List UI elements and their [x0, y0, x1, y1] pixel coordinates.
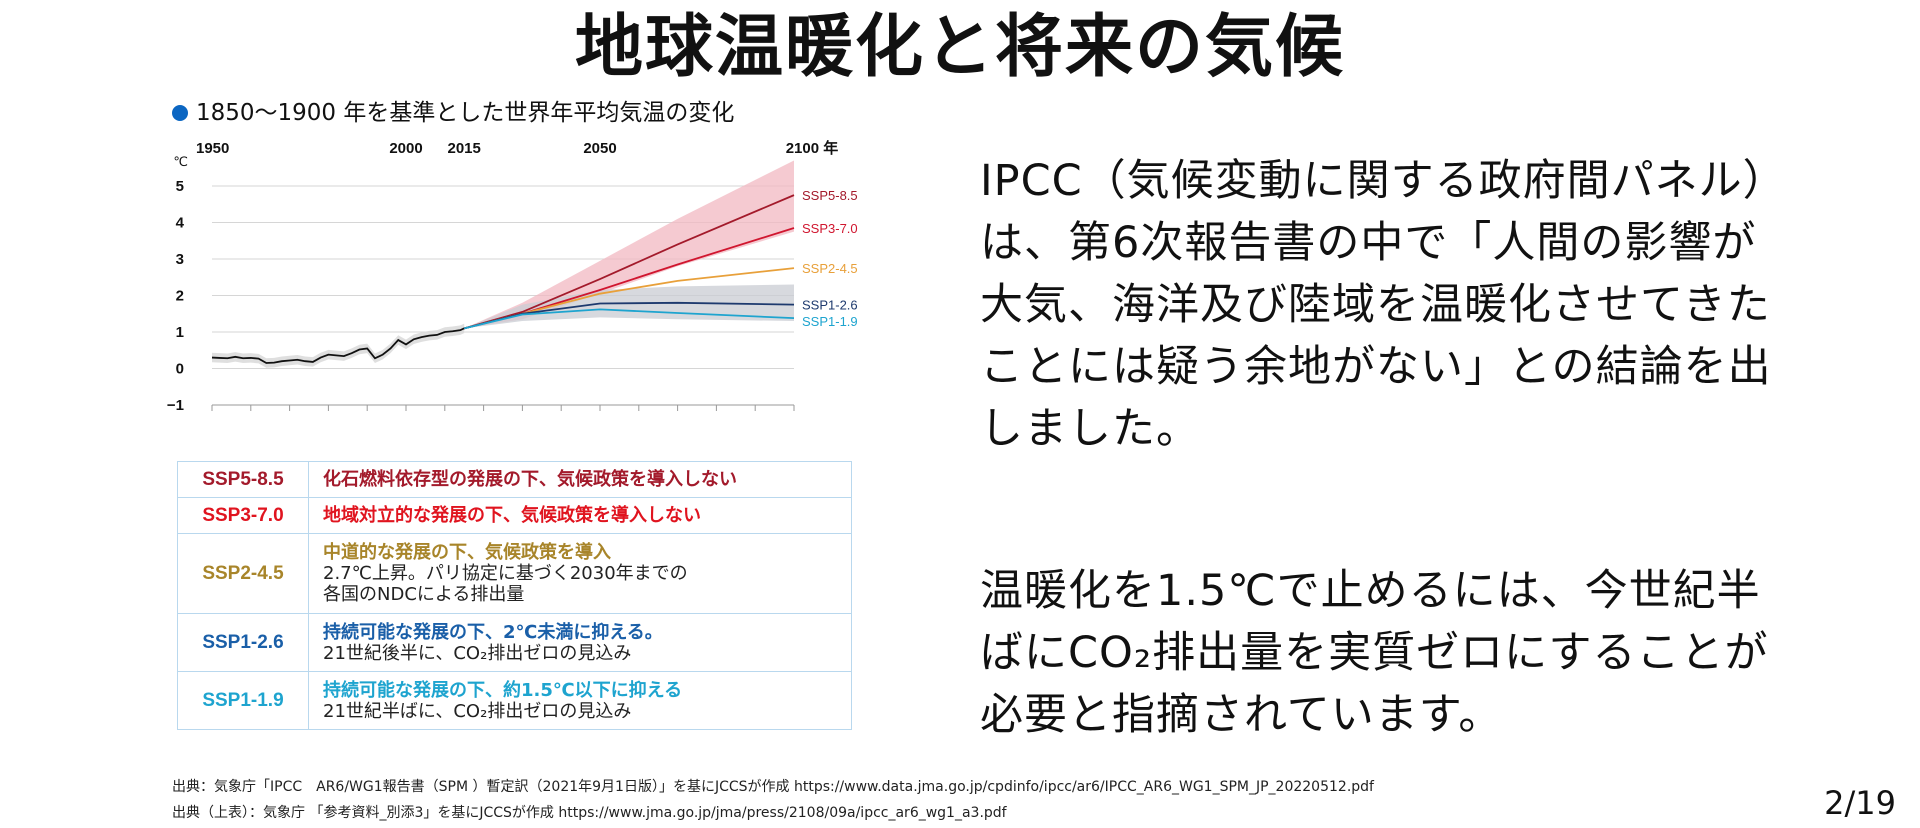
ssp-desc-line: 21世紀後半に、CO₂排出ゼロの見込み	[323, 642, 632, 664]
band-ssp1-26	[464, 284, 794, 329]
ssp-desc-heading: 化石燃料依存型の発展の下、気候政策を導入しない	[323, 469, 737, 490]
x-tick-label: 2100 年	[786, 139, 839, 157]
page-number: 2/19	[1824, 784, 1896, 822]
y-tick-label: 3	[176, 251, 184, 268]
ssp-desc-cell: 化石燃料依存型の発展の下、気候政策を導入しない	[308, 461, 852, 498]
y-tick-label: 5	[176, 178, 184, 195]
ssp-desc-heading: 中道的な発展の下、気候政策を導入	[323, 542, 611, 563]
ssp-desc-line: 21世紀半ばに、CO₂排出ゼロの見込み	[323, 700, 632, 722]
ssp-desc-cell: 地域対立的な発展の下、気候政策を導入しない	[308, 497, 852, 534]
x-tick-label: 2000	[389, 140, 422, 157]
historical-line	[211, 327, 465, 364]
y-tick-label: 4	[176, 215, 185, 232]
ssp-table-row: SSP1-1.9 持続可能な発展の下、約1.5℃以下に抑える 21世紀半ばに、CO₂…	[177, 671, 852, 730]
bullet-dot-icon	[172, 105, 188, 121]
x-tick-label: 2050	[583, 140, 616, 157]
ssp-table-row: SSP1-2.6 持続可能な発展の下、2℃未満に抑える。 21世紀後半に、CO₂排出…	[177, 613, 852, 672]
band-ssp5-85	[464, 160, 794, 329]
ssp-table-row: SSP3-7.0 地域対立的な発展の下、気候政策を導入しない	[177, 497, 852, 534]
series-line-ssp1-19	[463, 308, 795, 330]
y-unit-label: ℃	[173, 155, 188, 170]
ssp-desc-line: 2.7℃上昇。パリ協定に基づく2030年までの	[323, 563, 688, 584]
y-tick-label: −1	[167, 397, 184, 414]
series-label-ssp1-26: SSP1-2.6	[802, 298, 858, 313]
source-note-1: 出典：気象庁「IPCC AR6/WG1報告書（SPM ）暫定訳（2021年9月1…	[172, 779, 1374, 795]
y-tick-label: 0	[176, 361, 184, 378]
y-tick-label: 1	[176, 324, 184, 341]
ipcc-statement: IPCC（気候変動に関する政府間パネル）は、第6次報告書の中で「人間の影響が大気…	[980, 156, 1772, 454]
ssp-desc-line: 各国のNDCによる排出量	[323, 584, 525, 605]
ssp-name-cell: SSP1-1.9	[177, 671, 309, 730]
ssp-name-cell: SSP5-8.5	[177, 461, 309, 498]
ssp-name-cell: SSP2-4.5	[177, 533, 309, 614]
y-tick-label: 2	[176, 288, 184, 305]
series-line-ssp5-85	[463, 194, 795, 330]
net-zero-statement: 温暖化を1.5℃で止めるには、今世紀半ばにCO₂排出量を実質ゼロにすることが必要…	[980, 566, 1769, 740]
historical-band	[212, 323, 465, 368]
ssp-table: SSP5-8.5 化石燃料依存型の発展の下、気候政策を導入しない SSP3-7.0 地…	[177, 461, 852, 730]
page-title: 地球温暖化と将来の気候	[574, 8, 1345, 87]
series-label-ssp5-85: SSP5-8.5	[802, 188, 858, 203]
series-label-ssp2-45: SSP2-4.5	[802, 261, 858, 276]
ssp-desc-heading: 地域対立的な発展の下、気候政策を導入しない	[323, 505, 701, 526]
ssp-table-row: SSP2-4.5 中道的な発展の下、気候政策を導入 2.7℃上昇。パリ協定に基づく2…	[177, 533, 852, 614]
series-label-ssp1-19: SSP1-1.9	[802, 314, 858, 329]
ssp-desc-cell: 持続可能な発展の下、約1.5℃以下に抑える 21世紀半ばに、CO₂排出ゼロの見込み	[308, 671, 852, 730]
ssp-table-row: SSP5-8.5 化石燃料依存型の発展の下、気候政策を導入しない	[177, 461, 852, 498]
ssp-desc-cell: 中道的な発展の下、気候政策を導入 2.7℃上昇。パリ協定に基づく2030年までの各…	[308, 533, 852, 614]
temperature-chart: 5 4 3 2 1 0 −1 ℃ 1950 2000 2015 2050 2100 年 SSP5-8.5 S…	[167, 139, 858, 414]
chart-caption: 1850～1900 年を基準とした世界年平均気温の変化	[172, 98, 734, 128]
ssp-name-cell: SSP3-7.0	[177, 497, 309, 534]
ssp-desc-cell: 持続可能な発展の下、2℃未満に抑える。 21世紀後半に、CO₂排出ゼロの見込み	[308, 613, 852, 672]
x-tick-label: 2015	[448, 140, 481, 157]
x-tick-label: 1950	[196, 140, 229, 157]
ssp-desc-heading: 持続可能な発展の下、約1.5℃以下に抑える	[323, 679, 683, 701]
ssp-name-cell: SSP1-2.6	[177, 613, 309, 672]
chart-caption-text: 1850～1900 年を基準とした世界年平均気温の変化	[196, 100, 735, 126]
series-label-ssp3-70: SSP3-7.0	[802, 221, 858, 236]
ssp-desc-heading: 持続可能な発展の下、2℃未満に抑える。	[323, 621, 663, 643]
source-note-2: 出典（上表）：気象庁 「参考資料_別添3」を基にJCCSが作成 https://…	[172, 805, 1007, 821]
